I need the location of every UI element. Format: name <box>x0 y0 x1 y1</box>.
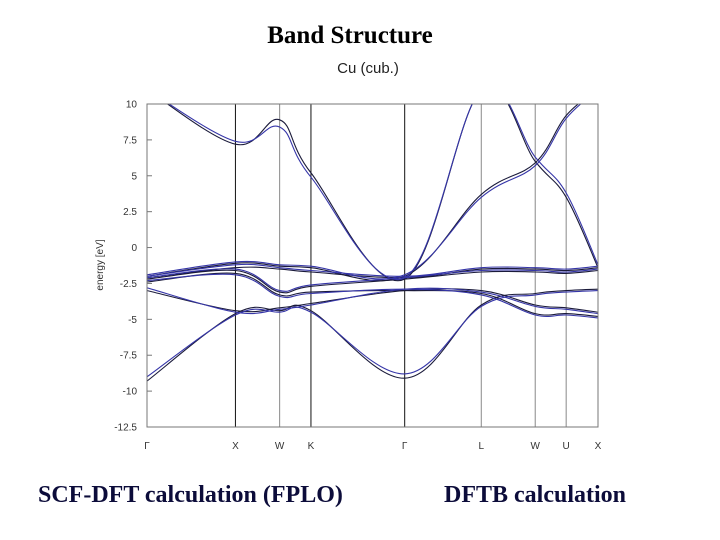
band-line <box>147 268 598 292</box>
band-line <box>147 266 598 279</box>
band-curves <box>147 104 598 382</box>
y-axis: 10 7.5 5 2.5 0 -2.5 -5 -7.5 -10 -12.5 <box>114 100 152 434</box>
x-tick-label: W <box>275 441 285 452</box>
x-tick-label: U <box>563 441 570 452</box>
plot-frame <box>146 103 599 428</box>
x-tick-label: L <box>478 441 484 452</box>
y-tick-label: -5 <box>128 315 137 326</box>
y-tick-label: 0 <box>131 243 137 254</box>
y-tick-label: 2.5 <box>123 207 137 218</box>
y-tick-label: 5 <box>131 171 137 182</box>
y-tick-label: -2.5 <box>120 279 138 290</box>
x-tick-label: Γ <box>144 441 150 452</box>
band-line <box>147 273 598 319</box>
x-tick-label: X <box>595 441 602 452</box>
slide-title: Band Structure <box>267 22 433 49</box>
y-tick-label: 7.5 <box>123 135 137 146</box>
caption-fplo: SCF-DFT calculation (FPLO) <box>38 482 343 508</box>
band-line <box>168 104 598 281</box>
band-line <box>147 104 580 282</box>
y-tick-label: 10 <box>126 100 138 111</box>
y-tick-label: -10 <box>123 387 138 398</box>
y-tick-label: -12.5 <box>114 423 137 434</box>
x-tick-label: X <box>232 441 239 452</box>
band-line <box>147 104 582 280</box>
y-tick-label: -7.5 <box>120 351 138 362</box>
band-line <box>147 288 598 313</box>
band-line <box>147 272 598 318</box>
x-tick-label: K <box>308 441 315 452</box>
band-line <box>166 104 598 282</box>
x-tick-label: W <box>530 441 540 452</box>
band-line <box>147 288 598 382</box>
band-line <box>147 287 598 315</box>
y-axis-label: energy [eV] <box>95 239 106 290</box>
caption-dftb: DFTB calculation <box>444 482 627 508</box>
x-tick-label: Γ <box>402 441 408 452</box>
chart-title: Cu (cub.) <box>337 60 399 77</box>
band-line <box>147 290 598 378</box>
